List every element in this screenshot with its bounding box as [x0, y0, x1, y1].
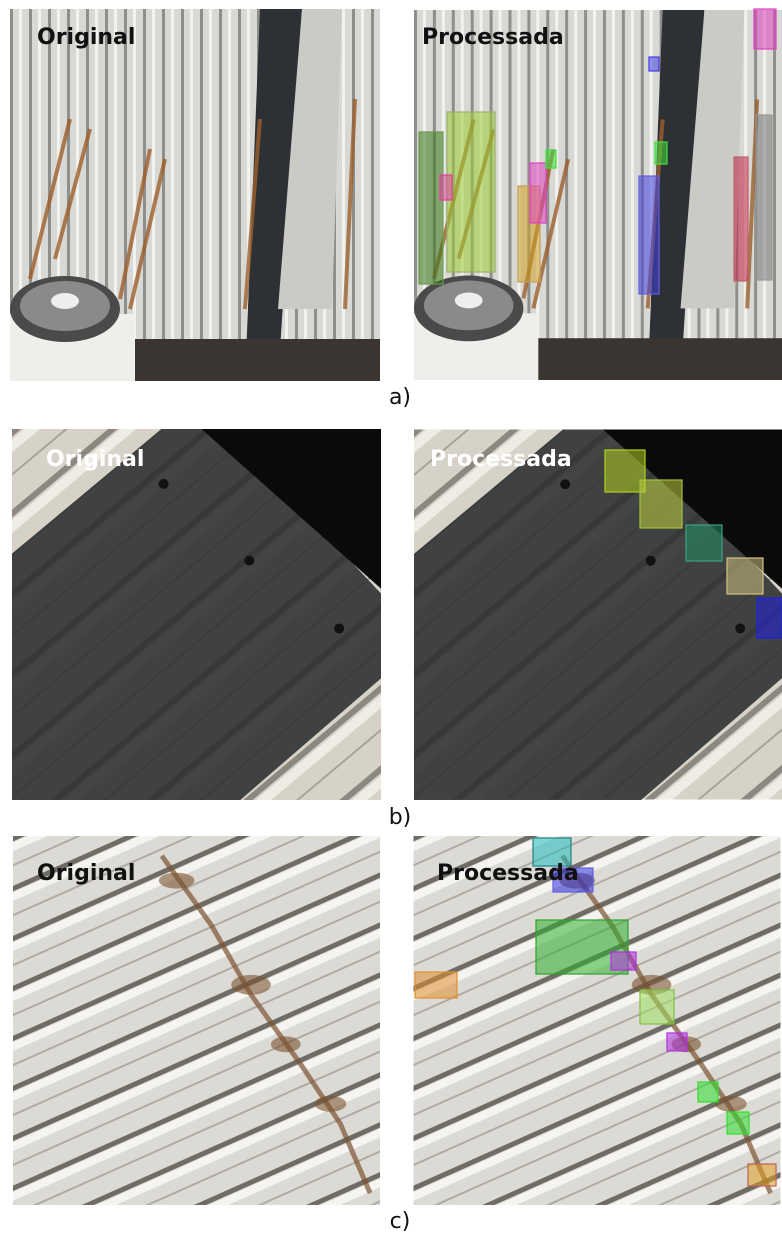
processed-label: Processada: [437, 861, 579, 886]
photo-original: [13, 836, 380, 1205]
detection-box: [756, 115, 772, 280]
processed-label: Processada: [422, 25, 564, 50]
detection-box: [440, 175, 452, 200]
detection-box: [727, 558, 763, 594]
original-label: Original: [37, 25, 135, 50]
detection-box: [611, 952, 636, 970]
page: {"panels": [ {"original_label": "Origina…: [0, 0, 782, 1234]
detection-box: [686, 525, 722, 561]
photo-processed: [413, 836, 780, 1205]
detection-box: [734, 157, 748, 281]
detection-box: [754, 9, 776, 49]
caption: a): [389, 385, 411, 410]
original-label: Original: [46, 447, 144, 472]
detection-box: [447, 112, 495, 272]
detection-box: [415, 972, 457, 998]
detection-box: [546, 150, 556, 168]
detection-box: [639, 176, 659, 294]
detection-box: [698, 1082, 718, 1102]
photo-original: [10, 9, 380, 381]
detection-box: [649, 57, 659, 71]
detection-box: [757, 598, 782, 638]
detection-box: [655, 142, 667, 164]
detection-box: [640, 990, 674, 1024]
original-label: Original: [37, 861, 135, 886]
detection-box: [605, 450, 645, 492]
detection-box: [727, 1112, 749, 1134]
detection-box: [748, 1164, 776, 1186]
caption: c): [390, 1209, 411, 1234]
figure: Original Processada a) Original Processa…: [0, 0, 782, 1234]
detection-box: [419, 132, 443, 284]
processed-label: Processada: [430, 447, 572, 472]
caption: b): [389, 805, 412, 830]
detection-box: [667, 1033, 687, 1051]
detection-box: [530, 163, 546, 223]
detection-box: [640, 480, 682, 528]
